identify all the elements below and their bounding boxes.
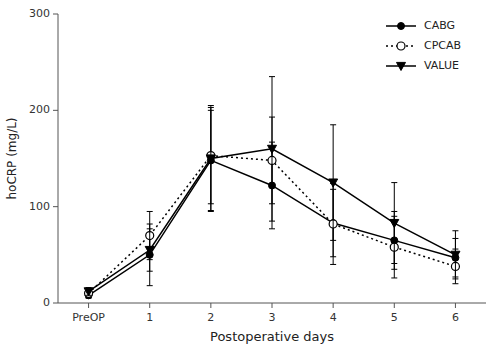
series — [84, 77, 460, 296]
series-line — [89, 149, 456, 292]
x-tick — [272, 303, 273, 308]
legend-label: CPCAB — [424, 39, 461, 52]
legend: CABG CPCAB VALUE — [386, 19, 461, 72]
legend-marker — [397, 62, 406, 70]
x-tick — [210, 303, 211, 308]
y-axis-line — [58, 14, 59, 303]
marker — [390, 219, 399, 227]
axes: 0 100 200 300 PreOP 1 2 3 4 5 6 — [29, 7, 486, 324]
y-tick — [53, 303, 58, 304]
marker — [84, 288, 93, 296]
x-tick-label: 5 — [391, 311, 398, 324]
legend-label: CABG — [424, 19, 455, 32]
marker — [268, 145, 277, 153]
y-tick-label: 300 — [29, 7, 50, 20]
x-tick — [455, 303, 456, 308]
x-tick — [333, 303, 334, 308]
x-tick — [394, 303, 395, 308]
x-tick-label: PreOP — [72, 311, 105, 324]
legend-marker — [397, 42, 405, 50]
y-tick-label: 100 — [29, 200, 50, 213]
x-axis-label: Postoperative days — [210, 329, 334, 344]
y-axis-label: hoCRP (mg/L) — [5, 117, 19, 199]
legend-marker — [398, 23, 405, 30]
x-tick — [88, 303, 89, 308]
x-tick-label: 2 — [207, 311, 214, 324]
x-tick-label: 1 — [146, 311, 153, 324]
x-tick-label: 4 — [330, 311, 337, 324]
plot-area — [84, 77, 460, 299]
y-tick-label: 0 — [43, 296, 50, 309]
legend-label: VALUE — [424, 59, 459, 72]
x-tick-label: 6 — [452, 311, 459, 324]
marker — [451, 251, 460, 259]
y-tick — [53, 14, 58, 15]
marker — [206, 155, 215, 163]
y-tick-label: 200 — [29, 103, 50, 116]
x-tick — [149, 303, 150, 308]
x-axis-line — [58, 303, 486, 304]
y-tick — [53, 110, 58, 111]
marker — [145, 246, 154, 254]
chart: 0 100 200 300 PreOP 1 2 3 4 5 6 Postoperative days h… — [0, 0, 500, 349]
x-tick-label: 3 — [269, 311, 276, 324]
y-tick — [53, 206, 58, 207]
marker — [329, 179, 338, 187]
